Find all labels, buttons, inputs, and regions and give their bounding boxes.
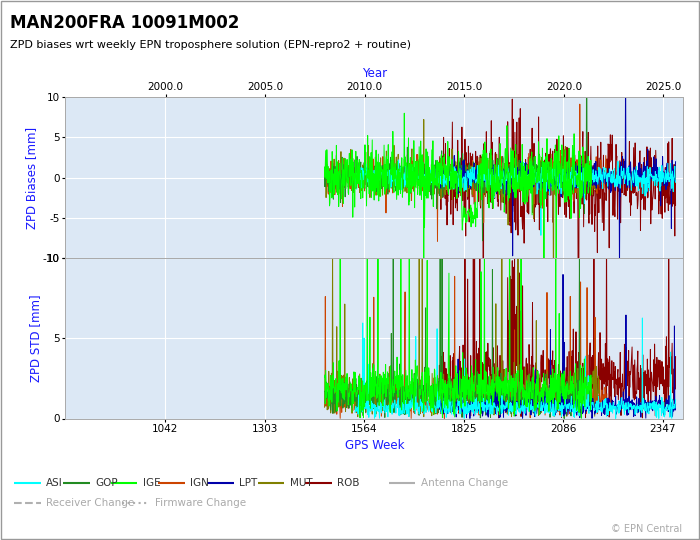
Text: GPS Week: GPS Week bbox=[344, 439, 405, 452]
Text: MAN200FRA 10091M002: MAN200FRA 10091M002 bbox=[10, 14, 240, 31]
Text: Receiver Change: Receiver Change bbox=[46, 498, 134, 508]
Text: LPT: LPT bbox=[239, 478, 258, 488]
Text: Antenna Change: Antenna Change bbox=[421, 478, 508, 488]
Text: Firmware Change: Firmware Change bbox=[155, 498, 246, 508]
Text: ZPD biases wrt weekly EPN troposphere solution (EPN-repro2 + routine): ZPD biases wrt weekly EPN troposphere so… bbox=[10, 40, 412, 51]
Text: ROB: ROB bbox=[337, 478, 360, 488]
Text: MUT: MUT bbox=[290, 478, 312, 488]
X-axis label: Year: Year bbox=[362, 68, 386, 80]
Y-axis label: ZPD Biases [mm]: ZPD Biases [mm] bbox=[25, 126, 38, 228]
Text: IGN: IGN bbox=[190, 478, 209, 488]
Y-axis label: ZPD STD [mm]: ZPD STD [mm] bbox=[29, 294, 42, 382]
Text: GOP: GOP bbox=[95, 478, 118, 488]
Text: © EPN Central: © EPN Central bbox=[611, 523, 682, 534]
Text: IGE: IGE bbox=[143, 478, 160, 488]
Text: ASI: ASI bbox=[46, 478, 63, 488]
